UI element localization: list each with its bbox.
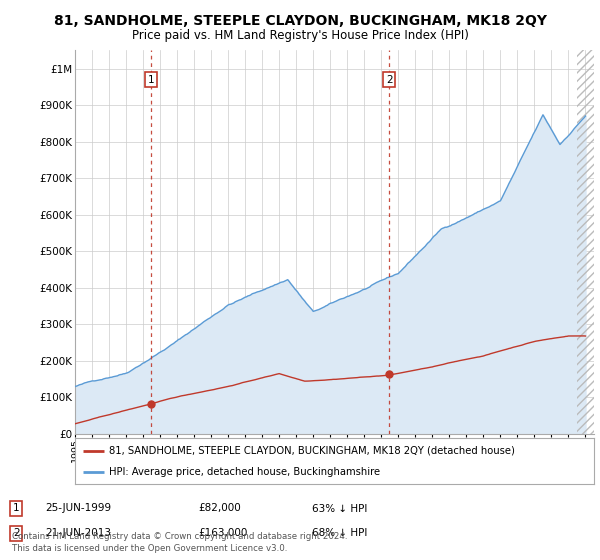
Text: 81, SANDHOLME, STEEPLE CLAYDON, BUCKINGHAM, MK18 2QY (detached house): 81, SANDHOLME, STEEPLE CLAYDON, BUCKINGH… bbox=[109, 446, 515, 456]
Text: Price paid vs. HM Land Registry's House Price Index (HPI): Price paid vs. HM Land Registry's House … bbox=[131, 29, 469, 42]
Text: £82,000: £82,000 bbox=[198, 503, 241, 514]
Text: £163,000: £163,000 bbox=[198, 528, 247, 538]
Text: 21-JUN-2013: 21-JUN-2013 bbox=[45, 528, 111, 538]
Text: 1: 1 bbox=[13, 503, 20, 514]
Text: 25-JUN-1999: 25-JUN-1999 bbox=[45, 503, 111, 514]
Text: HPI: Average price, detached house, Buckinghamshire: HPI: Average price, detached house, Buck… bbox=[109, 467, 380, 477]
Text: 2: 2 bbox=[386, 74, 392, 85]
Text: 1: 1 bbox=[148, 74, 154, 85]
Text: 68% ↓ HPI: 68% ↓ HPI bbox=[312, 528, 367, 538]
Text: Contains HM Land Registry data © Crown copyright and database right 2024.
This d: Contains HM Land Registry data © Crown c… bbox=[12, 533, 347, 553]
Bar bbox=[577, 50, 594, 434]
Text: 81, SANDHOLME, STEEPLE CLAYDON, BUCKINGHAM, MK18 2QY: 81, SANDHOLME, STEEPLE CLAYDON, BUCKINGH… bbox=[53, 14, 547, 28]
Text: 63% ↓ HPI: 63% ↓ HPI bbox=[312, 503, 367, 514]
Text: 2: 2 bbox=[13, 528, 20, 538]
